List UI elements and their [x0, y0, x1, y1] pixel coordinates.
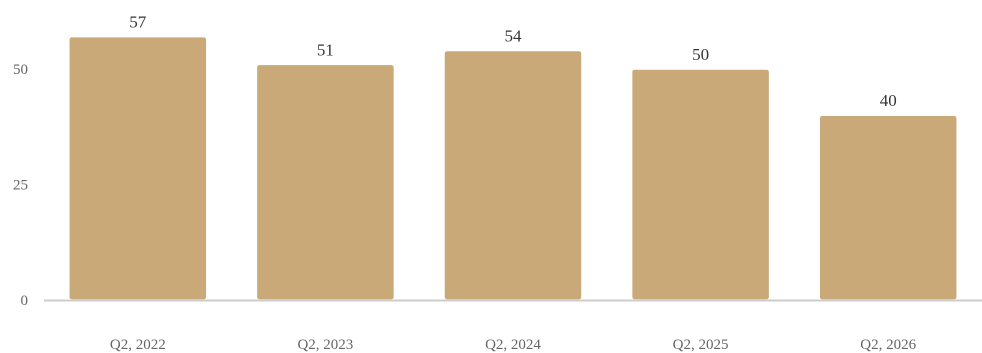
y-axis-ticks: 0 25 50	[13, 62, 28, 309]
bar-3[interactable]	[443, 49, 583, 301]
y-tick-label: 25	[13, 178, 28, 194]
data-label-1: 57	[129, 13, 147, 32]
bar-2[interactable]	[255, 63, 396, 301]
x-tick-label: Q2, 2023	[297, 337, 353, 353]
bar-1[interactable]	[68, 35, 208, 301]
x-tick-label: Q2, 2022	[110, 337, 166, 353]
y-tick-label: 50	[13, 62, 28, 78]
bar-5[interactable]	[818, 114, 958, 301]
x-tick-label: Q2, 2026	[860, 337, 916, 353]
data-labels: 57 51 54 50 40	[128, 11, 898, 112]
x-axis-ticks: Q2, 2022 Q2, 2023 Q2, 2024 Q2, 2025 Q2, 2026	[110, 337, 917, 353]
y-tick-label: 0	[21, 293, 29, 309]
bar-4[interactable]	[630, 68, 771, 301]
x-tick-label: Q2, 2025	[673, 337, 729, 353]
data-label-3: 54	[505, 27, 523, 46]
data-label-2: 51	[317, 40, 334, 59]
x-tick-label: Q2, 2024	[485, 337, 541, 353]
data-label-4: 50	[692, 45, 709, 64]
data-label-5: 40	[880, 91, 897, 110]
bars	[68, 35, 958, 301]
